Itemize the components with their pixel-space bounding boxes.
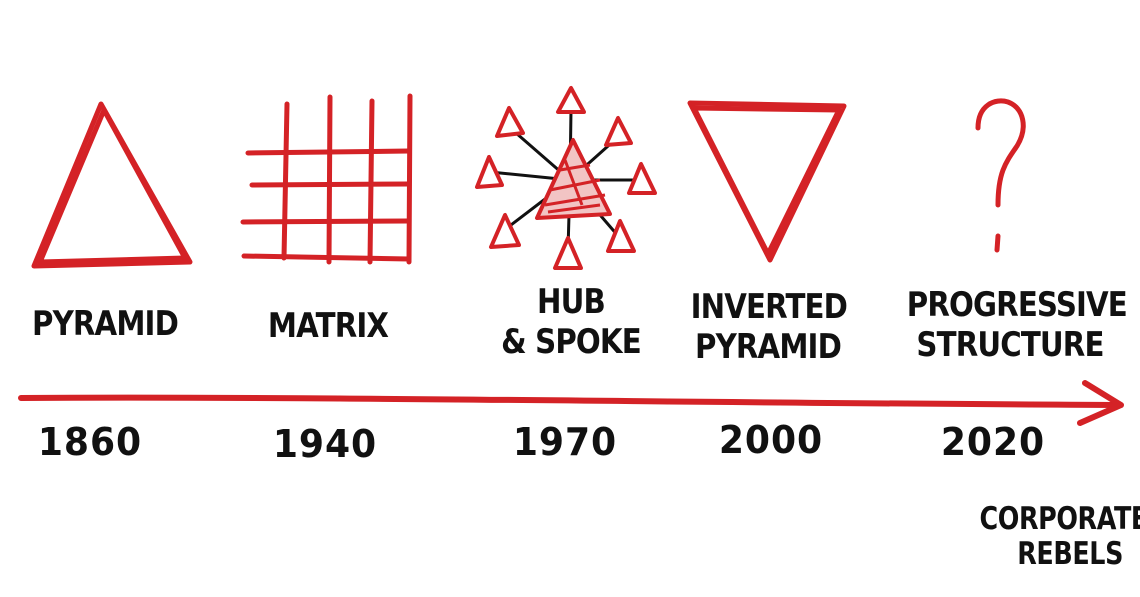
label-pyramid: PYRAMID — [32, 304, 179, 344]
year-1970: 1970 — [512, 420, 618, 464]
question-mark-icon — [975, 98, 1026, 253]
year-1940: 1940 — [272, 422, 378, 466]
brand-line-1: CORPORATE — [979, 501, 1140, 537]
label-line: PYRAMID — [32, 304, 179, 344]
matrix-icon — [240, 93, 413, 265]
label-line: PROGRESSIVE — [906, 285, 1128, 325]
brand-line-2: REBELS — [1017, 536, 1123, 572]
hub-spoke-icon — [475, 86, 657, 270]
label-line: & SPOKE — [501, 322, 642, 362]
timeline-arrow — [18, 380, 1124, 426]
label-matrix: MATRIX — [255, 306, 401, 346]
year-2000: 2000 — [718, 418, 824, 462]
label-line: PYRAMID — [695, 327, 842, 367]
inverted-pyramid-icon — [687, 100, 847, 263]
label-hub-spoke: HUB & SPOKE — [498, 282, 644, 362]
label-inverted-pyramid: INVERTED PYRAMID — [690, 287, 848, 367]
label-line: MATRIX — [267, 306, 389, 346]
label-line: HUB — [537, 282, 606, 322]
label-line: INVERTED — [690, 287, 848, 327]
brand-logo: CORPORATE REBELS — [979, 501, 1140, 572]
year-1860: 1860 — [37, 420, 143, 464]
label-progressive-structure: PROGRESSIVE STRUCTURE — [906, 285, 1128, 365]
pyramid-icon — [31, 101, 193, 269]
label-line: STRUCTURE — [916, 325, 1104, 365]
year-2020: 2020 — [940, 420, 1046, 464]
